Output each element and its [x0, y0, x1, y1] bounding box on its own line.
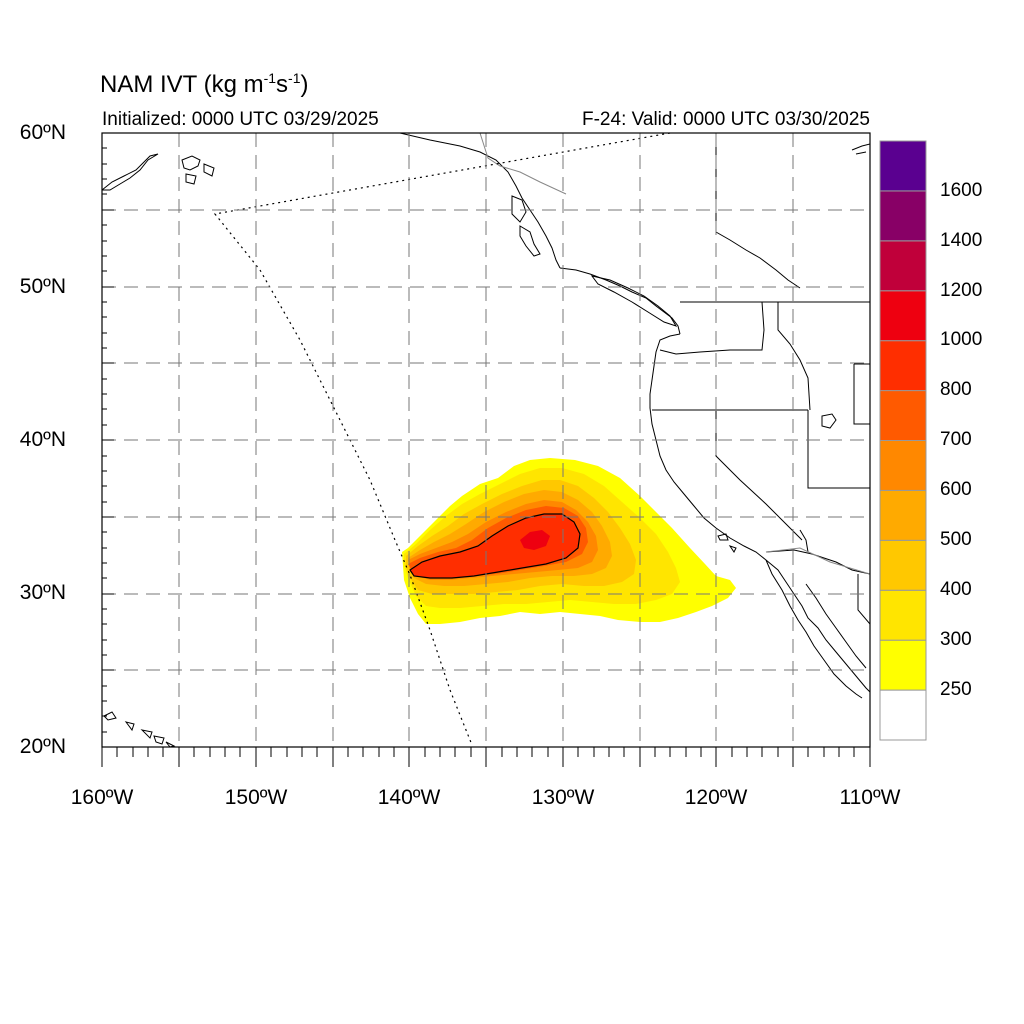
ivt-800-contour: [409, 513, 581, 579]
alaska-coast: [102, 153, 159, 191]
graticule: [102, 133, 870, 747]
plot-frame: [101, 132, 871, 748]
colorbar-box-2: [879, 589, 927, 641]
colorbar-box-8: [879, 290, 927, 342]
gulf-of-california: [805, 583, 867, 669]
colorbar-box-5: [879, 440, 927, 491]
lat-label-20n: 20ºN: [19, 735, 66, 758]
colorbar-label-250: 250: [940, 679, 972, 700]
grey-boundaries: [479, 133, 870, 575]
vancouver-island: [590, 275, 678, 327]
id-mt-border: [777, 302, 811, 411]
lon-label-110w: 110ºW: [839, 786, 901, 809]
lat-label-30n: 30ºN: [19, 581, 66, 604]
valid-time-label: F-24: Valid: 0000 UTC 03/30/2025: [582, 109, 870, 130]
us-west-coast: [649, 333, 870, 693]
ne-pacific-coast: [715, 133, 801, 289]
wy-border: [853, 363, 870, 425]
hawaii-islands: [103, 711, 176, 747]
colorbar-label-400: 400: [940, 579, 972, 600]
lat-label-60n: 60ºN: [19, 121, 66, 144]
baja-peninsula: [765, 559, 863, 699]
ivt-field: [402, 458, 736, 624]
colorbar-box-7: [879, 340, 927, 392]
alaska-canada-border: [479, 133, 567, 195]
colorbar-box-0: [879, 689, 927, 741]
colorbar-label-1400: 1400: [940, 230, 983, 251]
great-salt-lake: [821, 413, 837, 429]
lon-label-120w: 120ºW: [684, 786, 748, 809]
colorbar-box-10: [879, 190, 927, 242]
lon-label-160w: 160ºW: [70, 786, 134, 809]
lon-label-140w: 140ºW: [377, 786, 441, 809]
ivt-1000-core: [520, 530, 550, 550]
colorbar-box-9: [879, 240, 927, 292]
colorbar-label-1000: 1000: [940, 329, 983, 350]
lon-label-150w: 150ºW: [224, 786, 288, 809]
colorbar-label-800: 800: [940, 379, 972, 400]
colorbar: [879, 140, 927, 741]
colorbar-box-4: [879, 489, 927, 541]
colorbar-box-1: [879, 639, 927, 691]
alaska-panhandle: [399, 133, 561, 269]
lat-label-40n: 40ºN: [19, 428, 66, 451]
az-nm-border: [799, 529, 870, 625]
colorbar-box-6: [879, 390, 927, 442]
ca-nv-border: [715, 410, 803, 541]
chart-title: NAM IVT (kg m-1s-1): [100, 70, 309, 98]
lon-label-130w: 130ºW: [531, 786, 595, 809]
lat-label-50n: 50ºN: [19, 275, 66, 298]
nv-ut-border: [807, 410, 870, 489]
channel-islands: [717, 533, 737, 553]
or-wa-border: [659, 301, 765, 355]
colorbar-label-500: 500: [940, 529, 972, 550]
bc-coast: [559, 267, 681, 335]
colorbar-label-600: 600: [940, 479, 972, 500]
colorbar-label-1600: 1600: [940, 180, 983, 201]
colorbar-label-700: 700: [940, 429, 972, 450]
hudson-coast: [851, 143, 870, 155]
alaska-islands: [181, 155, 215, 185]
colorbar-box-11: [879, 140, 927, 192]
ivt-800-region: [410, 514, 580, 578]
us-mexico-grey-border: [765, 547, 870, 575]
us-mexico-border: [765, 549, 870, 575]
coastlines: [102, 133, 870, 747]
colorbar-box-3: [879, 539, 927, 591]
bc-islands: [511, 195, 541, 257]
model-domain-boundary: [213, 132, 671, 746]
init-time-label: Initialized: 0000 UTC 03/29/2025: [102, 109, 379, 130]
colorbar-label-300: 300: [940, 629, 972, 650]
colorbar-label-1200: 1200: [940, 280, 983, 301]
